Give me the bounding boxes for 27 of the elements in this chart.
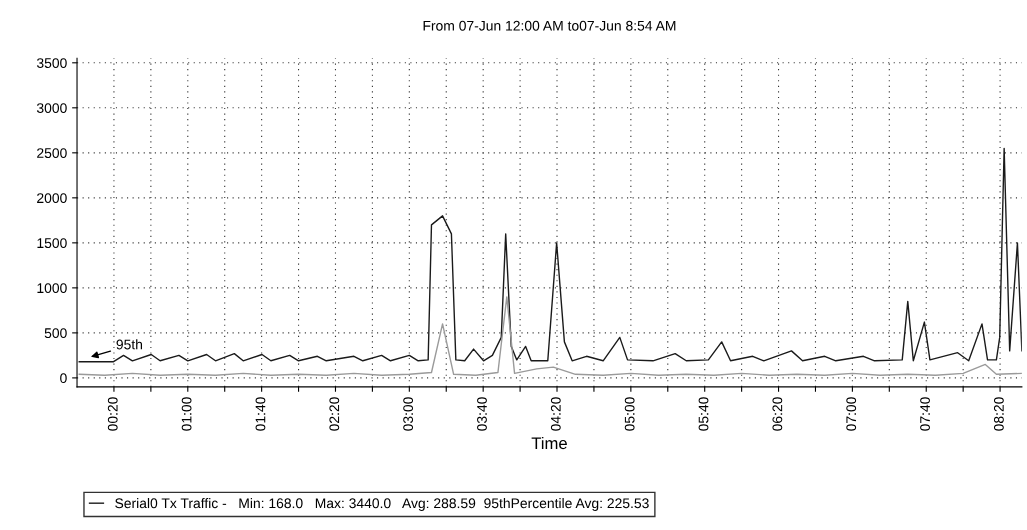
x-tick-label: 06:20: [772, 397, 783, 431]
x-tick-label: 05:40: [698, 397, 709, 431]
x-tick-label: 08:20: [993, 397, 1004, 431]
x-tick-label: 00:20: [107, 397, 118, 431]
x-tick-label: 02:20: [329, 397, 340, 431]
y-tick-label: 1500: [37, 238, 67, 249]
chart-title: From 07-Jun 12:00 AM to07-Jun 8:54 AM: [423, 20, 676, 31]
y-tick-label: 3000: [36, 103, 67, 113]
x-tick-label: 05:00: [624, 397, 635, 431]
annotation: 95th: [116, 339, 143, 350]
x-tick-label: 04:20: [550, 397, 561, 431]
legend-label: Serial0 Tx Traffic - Min: 168.0 Max: 3440.0 Avg: 288.59 95thPercentile Avg: 225.53: [115, 497, 649, 511]
y-tick-label: 500: [44, 328, 67, 339]
x-tick-label: 01:40: [255, 397, 266, 431]
y-tick-label: 1000: [37, 283, 67, 294]
y-tick-label: 3500: [36, 58, 67, 68]
y-tick-label: 2000: [37, 193, 67, 204]
x-tick-label: 01:00: [181, 397, 192, 431]
x-tick-label: 07:40: [920, 397, 930, 431]
x-tick-label: 07:00: [846, 397, 857, 431]
x-tick-label: 03:00: [403, 397, 414, 431]
x-axis-title: Time: [531, 436, 567, 450]
line-series: [78, 147, 1022, 363]
y-tick-label: 0: [60, 373, 67, 384]
line-series: [78, 296, 1022, 376]
x-tick-label: 03:40: [477, 397, 487, 431]
y-tick-label: 2500: [37, 148, 67, 158]
